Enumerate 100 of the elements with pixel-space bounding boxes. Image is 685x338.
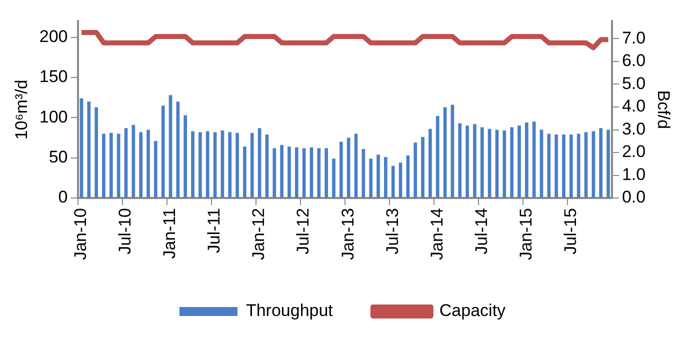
bar bbox=[116, 134, 120, 198]
bar bbox=[310, 147, 314, 198]
bar bbox=[87, 102, 91, 198]
bar bbox=[599, 128, 603, 198]
bar bbox=[346, 138, 350, 198]
bar bbox=[466, 126, 469, 198]
x-tick-label: Jul-10 bbox=[116, 208, 135, 254]
y2-tick-label: 0.0 bbox=[622, 188, 646, 207]
bar bbox=[161, 106, 165, 198]
x-tick-label: Jul-11 bbox=[204, 208, 224, 254]
bar bbox=[606, 130, 610, 198]
bar bbox=[584, 132, 588, 198]
bar bbox=[495, 130, 499, 198]
y2-axis-title: Bcf/d bbox=[654, 90, 674, 129]
bar bbox=[168, 95, 172, 198]
bar bbox=[191, 131, 194, 198]
bar bbox=[198, 132, 202, 198]
bar bbox=[406, 155, 410, 198]
y-tick-label: 50 bbox=[48, 148, 68, 167]
bar bbox=[94, 107, 98, 198]
bar bbox=[80, 98, 84, 198]
bar bbox=[324, 148, 328, 198]
y2-tick-label: 3.0 bbox=[622, 119, 646, 138]
bar bbox=[243, 146, 246, 198]
bar bbox=[576, 134, 580, 198]
bar bbox=[206, 131, 210, 198]
bar bbox=[228, 132, 232, 198]
bar bbox=[592, 131, 596, 198]
bar bbox=[124, 128, 128, 198]
bar bbox=[362, 148, 366, 198]
bar bbox=[384, 157, 388, 198]
bar bbox=[220, 130, 224, 198]
y2-tick-label: 2.0 bbox=[622, 142, 646, 162]
y-tick-label: 150 bbox=[39, 67, 68, 86]
x-tick-label: Jan-14 bbox=[427, 208, 446, 260]
bar bbox=[547, 134, 551, 198]
bar bbox=[154, 140, 158, 198]
y-tick-label: 100 bbox=[39, 107, 68, 126]
bar bbox=[510, 127, 514, 198]
bar bbox=[354, 134, 358, 198]
y-tick-label: 200 bbox=[39, 26, 68, 46]
bar bbox=[391, 166, 395, 198]
bar bbox=[488, 128, 492, 198]
bar bbox=[146, 130, 150, 198]
y-tick-label: 0 bbox=[58, 188, 68, 207]
bar bbox=[102, 134, 106, 198]
x-tick-label: Jan-12 bbox=[249, 208, 268, 260]
bar bbox=[502, 130, 506, 198]
bar bbox=[213, 132, 217, 198]
y2-tick-label: 1.0 bbox=[622, 164, 646, 184]
bar bbox=[132, 124, 136, 198]
bar bbox=[250, 132, 254, 198]
x-tick-label: Jan-11 bbox=[160, 208, 180, 259]
bar bbox=[265, 134, 269, 198]
bar bbox=[480, 127, 484, 198]
bar bbox=[280, 144, 284, 198]
legend-label: Capacity bbox=[439, 301, 506, 320]
bar bbox=[369, 158, 373, 198]
bar bbox=[398, 162, 402, 198]
bar bbox=[184, 115, 188, 198]
bar bbox=[532, 122, 536, 198]
bar bbox=[288, 146, 291, 198]
bar bbox=[450, 104, 454, 198]
y-axis-title: 10⁶m³/d bbox=[12, 80, 31, 140]
bar bbox=[109, 132, 113, 198]
y2-tick-label: 4.0 bbox=[622, 96, 646, 116]
bar bbox=[458, 123, 462, 198]
legend-label: Throughput bbox=[246, 301, 334, 320]
x-tick-label: Jan-13 bbox=[338, 208, 358, 260]
bar bbox=[258, 128, 262, 198]
bar bbox=[176, 102, 180, 198]
bar bbox=[540, 130, 544, 198]
bar bbox=[302, 148, 306, 198]
bar bbox=[376, 154, 380, 198]
bar bbox=[428, 128, 432, 198]
bar bbox=[317, 148, 321, 198]
y2-tick-label: 5.0 bbox=[622, 74, 646, 93]
bar bbox=[339, 142, 343, 198]
bar bbox=[332, 158, 336, 198]
bar bbox=[473, 124, 476, 198]
x-tick-label: Jan-15 bbox=[516, 208, 536, 260]
y2-tick-label: 6.0 bbox=[622, 51, 646, 70]
bar bbox=[294, 147, 298, 198]
bar bbox=[236, 132, 239, 198]
y2-tick-label: 7.0 bbox=[622, 28, 646, 48]
x-tick-label: Jul-14 bbox=[472, 208, 491, 254]
bar bbox=[554, 134, 558, 198]
x-tick-label: Jul-13 bbox=[382, 208, 402, 254]
bar bbox=[421, 136, 424, 198]
bar bbox=[414, 142, 418, 198]
bar bbox=[524, 122, 528, 198]
x-tick-label: Jul-15 bbox=[560, 208, 580, 254]
bar bbox=[569, 134, 573, 198]
bar bbox=[518, 126, 521, 198]
x-tick-label: Jan-10 bbox=[71, 208, 90, 260]
bar bbox=[272, 148, 276, 198]
bar bbox=[436, 116, 440, 198]
bar bbox=[139, 132, 142, 198]
bar bbox=[562, 134, 566, 198]
x-tick-label: Jul-12 bbox=[294, 208, 313, 254]
